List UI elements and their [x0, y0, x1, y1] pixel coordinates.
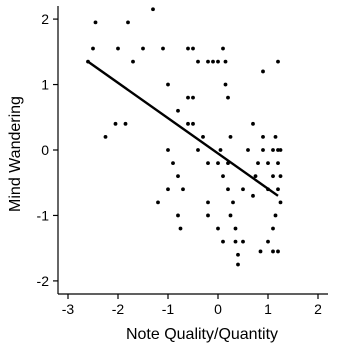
data-point — [276, 187, 280, 192]
data-point — [191, 46, 195, 51]
data-point — [236, 252, 240, 257]
regression-line — [87, 60, 279, 197]
data-point — [141, 46, 145, 51]
data-point — [251, 193, 255, 198]
data-point — [261, 135, 265, 139]
data-point — [93, 20, 98, 25]
data-point — [236, 262, 240, 267]
data-point — [271, 249, 275, 254]
data-point — [241, 187, 245, 192]
y-tick-label: -1 — [37, 207, 50, 223]
data-point — [161, 46, 165, 51]
data-point — [131, 59, 135, 64]
data-point — [276, 249, 280, 254]
x-tick-label: -2 — [112, 301, 125, 317]
data-point — [261, 69, 265, 74]
data-point — [273, 135, 278, 139]
data-point — [191, 95, 195, 100]
data-point — [216, 59, 220, 64]
data-point — [266, 161, 270, 165]
data-point — [278, 200, 283, 205]
data-point — [226, 95, 230, 100]
y-tick-label: 1 — [41, 77, 49, 93]
data-point — [176, 174, 180, 179]
data-point — [126, 20, 130, 25]
data-point — [156, 200, 160, 205]
y-tick-label: -2 — [37, 273, 50, 289]
data-point — [166, 187, 170, 192]
y-tick-label: 2 — [41, 11, 49, 27]
data-point — [261, 148, 265, 152]
data-point — [206, 200, 210, 205]
data-point — [151, 7, 155, 12]
x-axis: -3 -2 -1 0 1 2 — [58, 293, 328, 317]
data-point — [91, 46, 95, 51]
data-point — [196, 148, 200, 152]
data-point — [113, 121, 118, 126]
data-point — [223, 82, 228, 87]
data-point — [276, 59, 280, 64]
x-tick-label: -3 — [62, 301, 75, 317]
data-point — [211, 59, 215, 64]
data-point — [206, 59, 210, 64]
data-point — [233, 239, 238, 244]
data-point — [181, 187, 185, 192]
data-point — [186, 95, 190, 100]
data-point — [271, 174, 275, 179]
data-point — [221, 239, 225, 244]
data-point — [253, 174, 258, 179]
y-tick-label: 0 — [41, 142, 49, 158]
data-point — [178, 226, 183, 231]
data-point — [206, 161, 210, 165]
data-point — [216, 226, 220, 231]
data-point — [233, 226, 238, 231]
data-point — [258, 249, 263, 254]
data-point — [228, 213, 233, 218]
data-point — [241, 239, 245, 244]
data-point — [271, 226, 275, 231]
data-point — [166, 148, 170, 152]
data-point — [226, 187, 230, 192]
data-point — [166, 82, 170, 87]
data-point — [176, 213, 180, 218]
x-tick-label: 2 — [314, 301, 322, 317]
data-point — [271, 148, 275, 152]
data-point — [246, 148, 250, 152]
data-point — [123, 121, 128, 126]
data-point — [221, 174, 225, 179]
data-point — [116, 46, 120, 51]
data-point — [206, 213, 210, 218]
x-tick-label: -1 — [162, 301, 175, 317]
data-point — [216, 161, 220, 165]
y-axis-title: Mind Wandering — [7, 96, 24, 212]
data-point — [231, 200, 235, 205]
plot-area — [86, 7, 283, 267]
data-point — [196, 59, 200, 64]
data-point — [278, 174, 283, 179]
x-axis-title: Note Quality/Quantity — [126, 326, 278, 343]
x-tick-label: 1 — [264, 301, 272, 317]
data-point — [171, 161, 175, 165]
data-point — [176, 108, 180, 113]
data-point — [186, 46, 190, 51]
data-point — [228, 135, 233, 139]
data-point — [201, 135, 205, 139]
data-point — [276, 148, 280, 152]
x-tick-label: 0 — [214, 301, 222, 317]
data-point — [186, 121, 190, 126]
data-point — [256, 161, 260, 165]
y-axis: -2 -1 0 1 2 — [37, 6, 59, 294]
data-point — [273, 213, 278, 218]
data-point — [251, 121, 255, 126]
data-point — [223, 59, 228, 64]
data-point — [218, 148, 223, 152]
data-point — [266, 239, 270, 244]
data-point — [191, 121, 195, 126]
data-point — [276, 161, 280, 165]
data-point — [103, 135, 108, 139]
data-point — [221, 46, 225, 51]
